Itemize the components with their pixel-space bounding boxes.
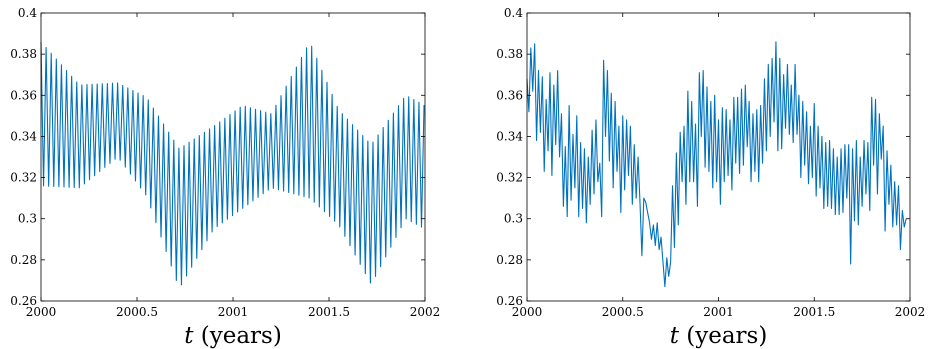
x-tick-label: 2001.5 (308, 305, 350, 319)
y-tick-label: 0.28 (10, 253, 37, 267)
x-tick-label: 2002 (895, 305, 926, 319)
y-tick-label: 0.3 (18, 212, 37, 226)
y-tick-label: 0.34 (10, 129, 37, 143)
series-line (526, 41, 907, 288)
y-tick-label: 0.36 (10, 88, 37, 102)
x-tick-label: 2000.5 (602, 305, 644, 319)
y-tick-label: 0.26 (10, 294, 37, 308)
x-tick-label: 2001 (703, 305, 734, 319)
chart-panel-right: 2000 2000.5 2001 2001.5 2002 0.26 0.28 0.3 0.32 0… (496, 6, 925, 349)
x-tick-label: 2000 (512, 305, 543, 319)
y-tick-label: 0.32 (496, 171, 523, 185)
x-axis-title: t (years) (670, 323, 768, 349)
x-tick-label: 2002 (410, 305, 441, 319)
y-tick-label: 0.32 (10, 171, 37, 185)
y-tick-label: 0.26 (496, 294, 523, 308)
x-tick-label: 2001.5 (793, 305, 835, 319)
x-tick-label: 2000 (26, 305, 57, 319)
y-tick-label: 0.36 (496, 88, 523, 102)
x-axis-title: t (years) (184, 323, 282, 349)
y-tick-label: 0.38 (496, 47, 523, 61)
y-tick-label: 0.28 (496, 253, 523, 267)
x-tick-label: 2000.5 (116, 305, 158, 319)
y-tick-label: 0.38 (10, 47, 37, 61)
y-tick-label: 0.34 (496, 129, 523, 143)
x-tick-label: 2001 (218, 305, 249, 319)
y-tick-label: 0.4 (504, 6, 523, 20)
chart-panel-left: 2000 2000.5 2001 2001.5 2002 0.26 0.28 0.3 0.32 0… (10, 6, 440, 349)
series-line (40, 41, 425, 286)
y-tick-label: 0.4 (18, 6, 37, 20)
y-tick-label: 0.3 (504, 212, 523, 226)
